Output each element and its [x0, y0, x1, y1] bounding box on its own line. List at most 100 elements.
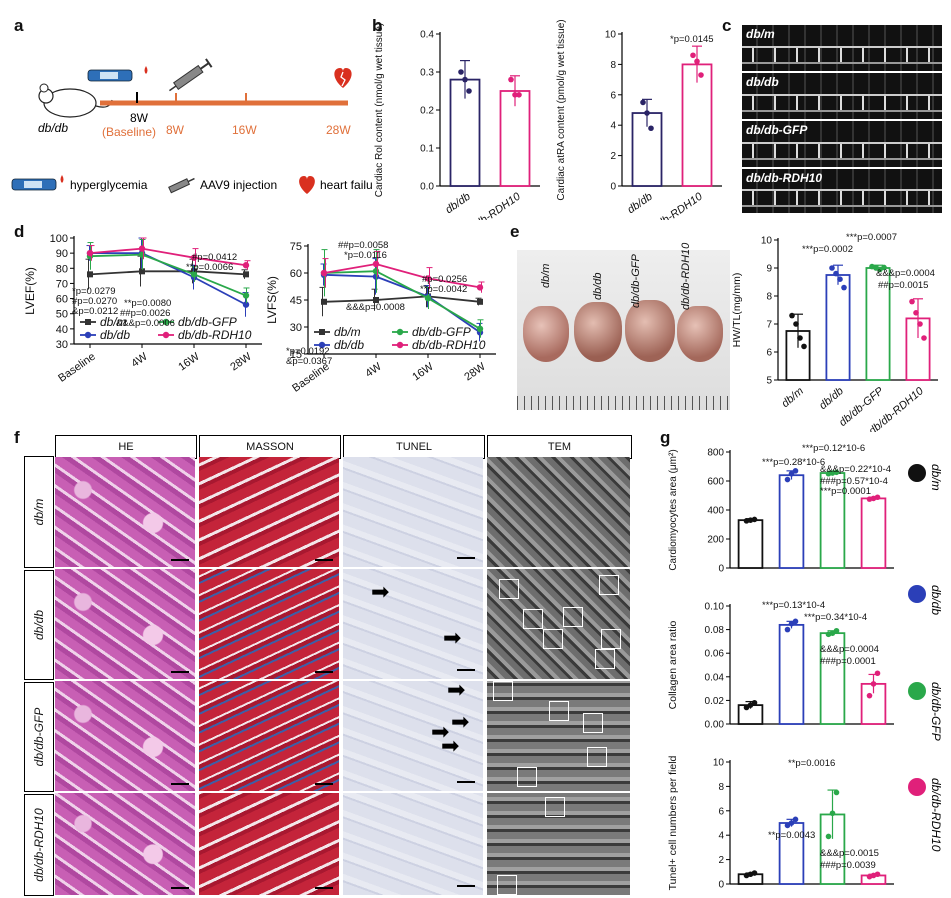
- significance-annotation: #p=0.0270: [72, 296, 117, 307]
- y-tick-label: 4: [610, 121, 616, 132]
- y-tick-label: 200: [707, 535, 724, 546]
- legend-hyperglycemia: hyperglycemia: [70, 178, 148, 192]
- data-point: [751, 870, 758, 876]
- data-point: [138, 245, 146, 252]
- significance-annotation: &&&p=0.0004: [876, 268, 935, 279]
- legend-label: db/db-RDH10: [178, 328, 252, 342]
- y-tick-label: 0.08: [705, 625, 725, 636]
- y-tick-label: 40: [56, 324, 68, 336]
- y-tick-label: 0.10: [705, 602, 725, 613]
- row-label-db-db-rdh10: db/db-RDH10: [24, 794, 54, 896]
- data-point: [909, 298, 915, 305]
- legend-marker: [318, 341, 326, 349]
- y-tick-label: 0.4: [420, 30, 434, 41]
- legend-marker: [162, 318, 170, 326]
- significance-annotation: ##p=0.0015: [878, 280, 928, 291]
- significance-annotation: *p=0.0116: [344, 250, 387, 261]
- y-tick-label: 2: [718, 855, 724, 866]
- data-point: [788, 820, 795, 826]
- y-tick-label: 0: [718, 880, 724, 891]
- image-tem-db-m: [487, 457, 630, 567]
- legend-aav9: AAV9 injection: [200, 178, 277, 192]
- data-point: [751, 699, 758, 706]
- header-masson: MASSON: [199, 435, 341, 459]
- x-tick-label: db/db: [443, 191, 472, 217]
- y-tick-label: 0.1: [420, 144, 434, 155]
- x-tick-label: db/db: [625, 191, 654, 217]
- model-label: db/db: [38, 121, 68, 135]
- significance-annotation: *p=0.0192: [286, 346, 330, 357]
- significance-annotation: &&&p=0.0008: [346, 302, 405, 313]
- y-tick-label: 6: [718, 806, 724, 817]
- y-tick-label: 0.04: [705, 672, 725, 683]
- panel-label-c: c: [722, 16, 732, 35]
- y-axis-title: LVFS(%): [265, 276, 279, 324]
- echo-image-db-db: db/db: [742, 73, 942, 119]
- significance-annotation: **p=0.0043: [768, 830, 815, 841]
- image-masson-db-db-rdh10: [199, 793, 339, 895]
- y-tick-label: 30: [290, 322, 302, 334]
- legend-heart-icon: [299, 176, 315, 194]
- data-point: [833, 270, 839, 277]
- significance-annotation: ###p=0.0039: [820, 860, 876, 871]
- legend-label-db-db: db/db: [929, 585, 943, 615]
- data-point: [870, 681, 877, 687]
- y-tick-label: 0.2: [420, 106, 434, 117]
- data-point: [694, 58, 700, 65]
- data-point: [477, 298, 483, 305]
- data-point: [242, 301, 250, 308]
- bar: [681, 63, 713, 187]
- tick-8w-baseline: 8W: [130, 111, 149, 125]
- data-point: [242, 262, 250, 269]
- arrow-icon: ➡: [441, 733, 460, 758]
- legend-label-db-db-gfp: db/db-GFP: [929, 682, 943, 741]
- bar: [737, 519, 764, 569]
- y-tick-label: 45: [290, 295, 302, 307]
- data-point: [190, 254, 198, 261]
- legend-label: db/db-RDH10: [412, 338, 486, 352]
- data-point: [837, 276, 843, 282]
- legend-dot-db-m: [908, 464, 926, 482]
- legend-label: db/db: [100, 328, 130, 342]
- header-tunel: TUNEL: [343, 435, 485, 459]
- y-tick-label: 7: [766, 320, 772, 331]
- heart-label-db-m: db/m: [540, 263, 552, 288]
- data-point: [788, 470, 795, 477]
- significance-annotation: ##p=0.0058: [338, 240, 388, 251]
- data-point: [372, 260, 380, 268]
- legend-label: db/m: [334, 325, 361, 339]
- data-point: [190, 271, 198, 278]
- y-tick-label: 70: [56, 278, 68, 290]
- arrow-icon: ➡: [431, 719, 450, 744]
- echo-image-db-db-rdh10: db/db-RDH10: [742, 169, 942, 213]
- image-masson-db-db-gfp: [199, 681, 339, 791]
- significance-annotation: ***p=0.28*10-6: [762, 457, 825, 468]
- data-point: [917, 321, 923, 327]
- data-point: [512, 92, 518, 98]
- data-point: [508, 76, 514, 83]
- significance-annotation: ***p=0.34*10-4: [804, 612, 867, 623]
- significance-annotation: ***p=0.0001: [820, 486, 871, 497]
- legend-glucometer-icon: [11, 175, 64, 191]
- broken-heart-icon: [334, 68, 352, 88]
- y-tick-label: 10: [713, 758, 725, 769]
- legend-marker: [162, 331, 170, 339]
- data-point: [789, 312, 795, 319]
- timeline-diagram: db/db 8W (Baseline) 8W 16W 28W hyperglyc…: [11, 58, 372, 194]
- y-tick-label: 0: [610, 182, 616, 193]
- image-tunel-db-db-gfp: ➡ ➡ ➡ ➡: [343, 681, 483, 791]
- y-axis-title: HW/TL(mg/mm): [731, 273, 743, 348]
- data-point: [458, 69, 464, 75]
- heart-db-db-rdh10: [677, 306, 723, 362]
- arrow-icon: ➡: [451, 709, 470, 734]
- significance-annotation: &&&p=0.0004: [820, 644, 879, 655]
- legend-dot-db-db: [908, 585, 926, 603]
- significance-annotation: **p=0.0042: [420, 284, 467, 295]
- x-tick-label: db/db: [817, 385, 846, 412]
- data-point: [784, 476, 791, 483]
- data-point: [874, 670, 881, 677]
- data-point: [792, 618, 799, 625]
- y-tick-label: 800: [707, 448, 724, 459]
- y-tick-label: 100: [50, 233, 68, 245]
- significance-annotation: **p=0.0016: [788, 758, 835, 769]
